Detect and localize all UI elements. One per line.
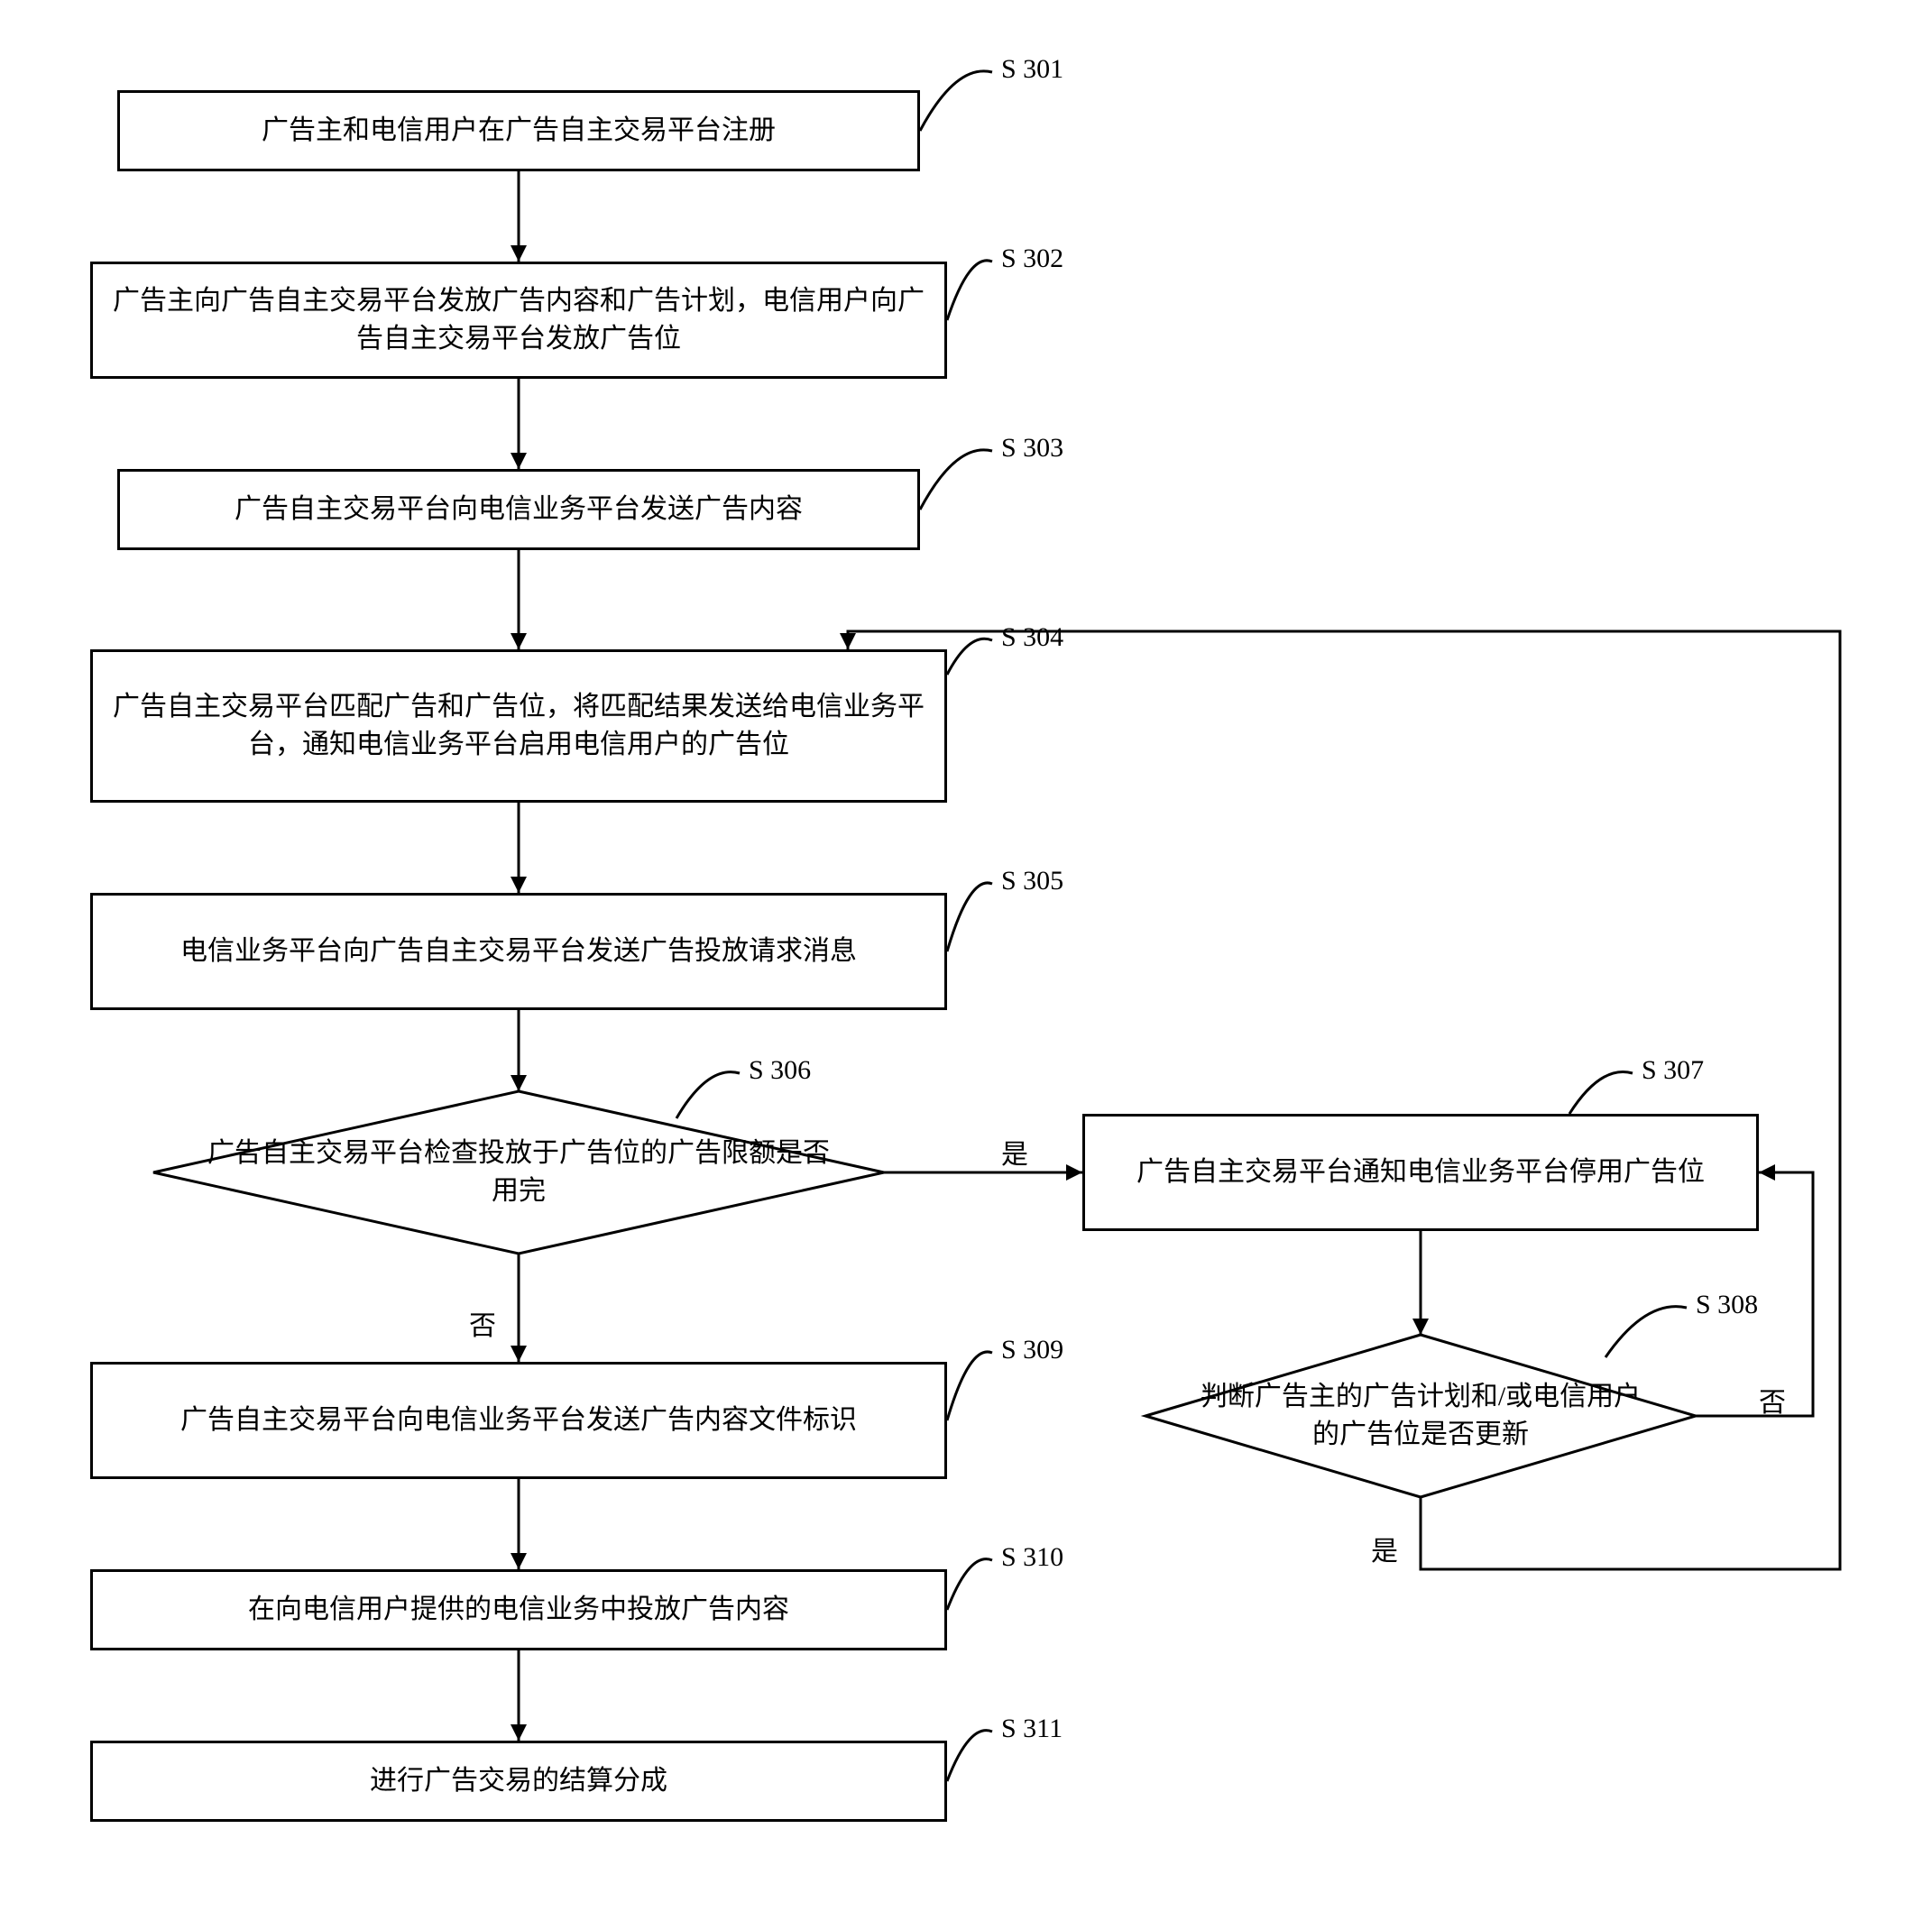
flowchart-edge xyxy=(36,36,1894,1894)
flowchart-canvas: 广告主和电信用户在广告自主交易平台注册S 301广告主向广告自主交易平台发放广告… xyxy=(36,36,1894,1894)
